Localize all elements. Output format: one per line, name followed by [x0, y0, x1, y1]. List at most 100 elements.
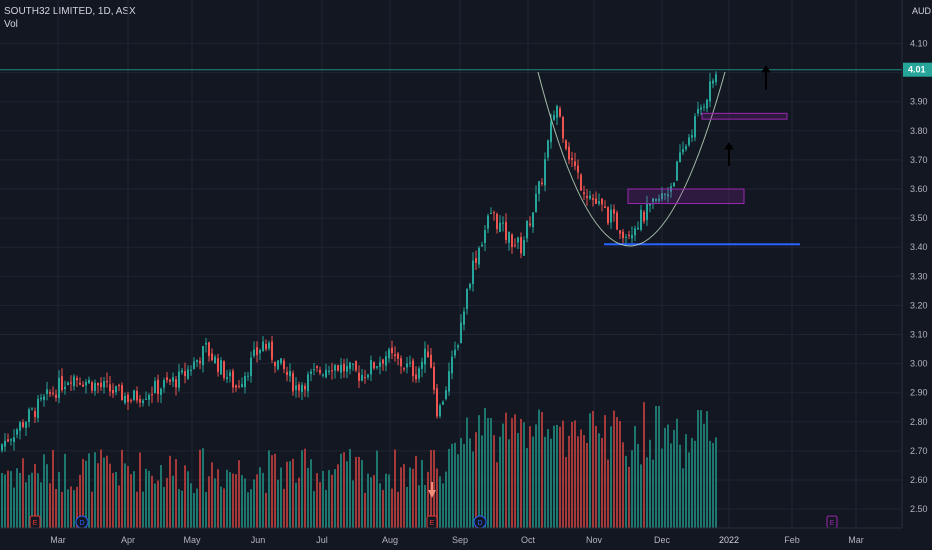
candle-body	[103, 381, 105, 388]
volume-bar	[613, 410, 615, 528]
volume-bar	[364, 492, 366, 528]
candle-body	[253, 349, 255, 356]
time-tick-label: Jul	[316, 535, 328, 545]
volume-bar	[622, 442, 624, 528]
candle-body	[499, 222, 501, 232]
candle-body	[412, 360, 414, 377]
candle-body	[268, 342, 270, 349]
candle-body	[688, 137, 690, 145]
candle-body	[445, 390, 447, 399]
volume-bar	[49, 483, 51, 528]
volume-bar	[259, 467, 261, 528]
volume-bar	[184, 465, 186, 528]
candle-body	[163, 380, 165, 388]
volume-legend[interactable]: Vol	[4, 19, 18, 30]
candle-body	[685, 146, 687, 150]
volume-bar	[238, 460, 240, 528]
volume-bar	[250, 489, 252, 528]
volume-bar	[625, 455, 627, 528]
volume-bar	[571, 421, 573, 528]
marker-label: E	[33, 520, 38, 527]
volume-bar	[46, 464, 48, 528]
candle-body	[439, 405, 441, 417]
volume-bar	[343, 452, 345, 528]
candle-body	[40, 397, 42, 400]
volume-bar	[172, 475, 174, 528]
candle-body	[286, 371, 288, 376]
volume-bar	[139, 452, 141, 528]
candle-body	[184, 371, 186, 377]
candle-body	[280, 358, 282, 364]
candle-body	[505, 222, 507, 240]
volume-bar	[340, 453, 342, 528]
candle-body	[106, 381, 108, 383]
candle-body	[226, 377, 228, 380]
candle-body	[373, 362, 375, 369]
candle-body	[325, 369, 327, 378]
candle-body	[679, 152, 681, 163]
candle-body	[664, 193, 666, 195]
candle-body	[547, 140, 549, 158]
volume-bar	[502, 423, 504, 528]
price-tick-label: 2.70	[910, 446, 928, 456]
volume-bar	[178, 489, 180, 528]
candle-body	[451, 356, 453, 374]
candle-body	[43, 396, 45, 400]
candle-body	[409, 362, 411, 364]
volume-bar	[121, 449, 123, 528]
volume-bar	[607, 459, 609, 528]
volume-bar	[52, 449, 54, 528]
time-tick-label: Jun	[251, 535, 266, 545]
volume-bar	[352, 480, 354, 528]
candle-body	[289, 371, 291, 377]
volume-bar	[280, 467, 282, 528]
volume-bar	[151, 475, 153, 528]
candle-body	[433, 366, 435, 390]
volume-bar	[148, 470, 150, 528]
candle-body	[298, 384, 300, 391]
annotation-box	[701, 112, 788, 120]
volume-bar	[16, 468, 18, 528]
candle-body	[247, 375, 249, 377]
volume-bar	[370, 477, 372, 528]
candle-body	[631, 234, 633, 239]
candle-body	[139, 399, 141, 403]
up-arrow-head	[724, 142, 734, 150]
candle-body	[619, 230, 621, 234]
candle-body	[613, 209, 615, 214]
candle-body	[208, 342, 210, 357]
volume-bar	[325, 489, 327, 528]
candle-body	[394, 354, 396, 357]
candle-body	[610, 209, 612, 223]
candle-body	[562, 117, 564, 139]
volume-bar	[451, 443, 453, 528]
candle-body	[502, 222, 504, 224]
volume-bar	[157, 480, 159, 528]
candle-body	[616, 212, 618, 230]
candle-body	[100, 382, 102, 387]
volume-bar	[91, 491, 93, 528]
price-tick-label: 3.40	[910, 242, 928, 252]
volume-bar	[574, 420, 576, 528]
candle-body	[466, 288, 468, 309]
candle-body	[667, 194, 669, 197]
volume-bar	[109, 463, 111, 528]
volume-bar	[688, 452, 690, 528]
volume-bar	[529, 426, 531, 528]
volume-bar	[286, 461, 288, 528]
candle-body	[709, 81, 711, 102]
volume-bar	[577, 436, 579, 528]
volume-bar	[478, 415, 480, 528]
candle-body	[49, 392, 51, 394]
candle-body	[250, 357, 252, 377]
candle-body	[508, 231, 510, 243]
volume-bar	[415, 455, 417, 528]
volume-bar	[448, 448, 450, 528]
candle-body	[196, 359, 198, 362]
candle-body	[355, 361, 357, 371]
candle-body	[7, 439, 9, 442]
candle-body	[316, 366, 318, 368]
symbol-title[interactable]: SOUTH32 LIMITED, 1D, ASX	[4, 6, 136, 17]
volume-bar	[508, 439, 510, 528]
